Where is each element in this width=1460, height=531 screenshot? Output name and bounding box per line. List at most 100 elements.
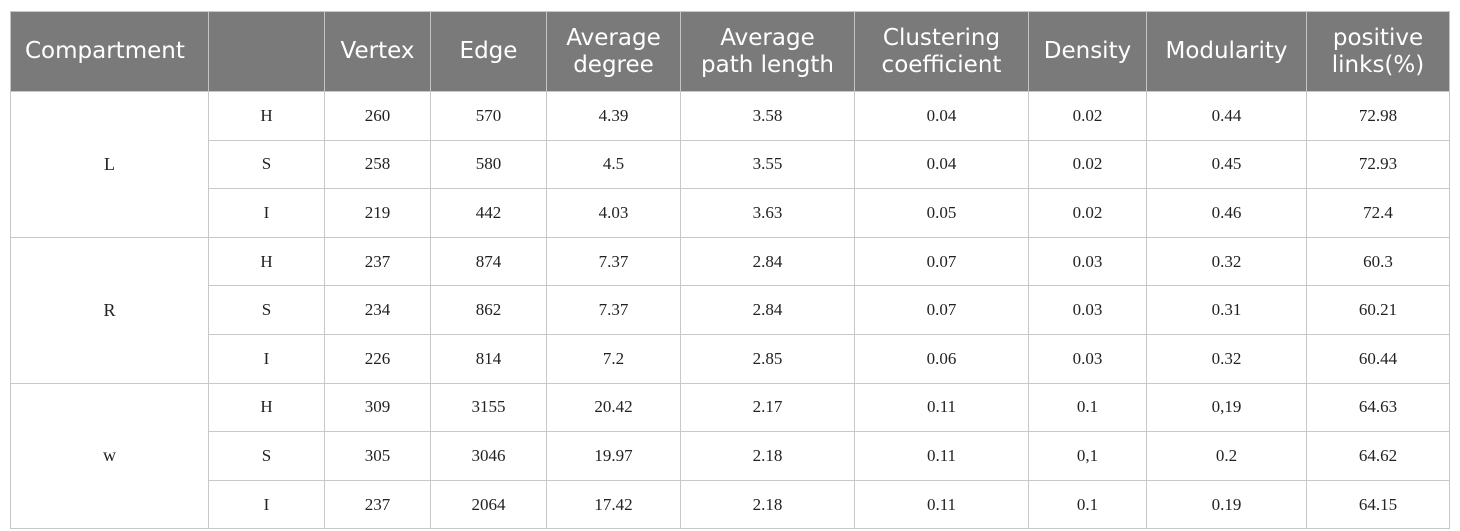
value-cell: 219: [324, 188, 431, 238]
value-cell: 258: [324, 139, 431, 190]
header-condition: [208, 11, 325, 92]
value-cell: 0.06: [854, 333, 1029, 384]
table-row: I 237 2064 17.42 2.18 0.11 0.1 0.19 64.15: [11, 479, 1450, 530]
table-row: I 219 442 4.03 3.63 0.05 0.02 0.46 72.4: [11, 188, 1450, 238]
value-cell: 0.1: [1028, 382, 1147, 433]
condition-cell: I: [208, 479, 325, 530]
value-cell: 0.31: [1146, 285, 1307, 335]
header-vertex: Vertex: [324, 11, 431, 92]
value-cell: 72.98: [1306, 91, 1450, 141]
value-cell: 2.18: [680, 479, 855, 530]
value-cell: 0.32: [1146, 333, 1307, 384]
value-cell: 0,1: [1028, 431, 1147, 481]
value-cell: 4.5: [546, 139, 681, 190]
condition-cell: H: [208, 236, 325, 287]
value-cell: 3046: [430, 431, 547, 481]
header-row: Compartment Vertex Edge Average degree Av…: [10, 11, 1450, 92]
value-cell: 7.2: [546, 333, 681, 384]
value-cell: 0.44: [1146, 91, 1307, 141]
value-cell: 0.19: [1146, 479, 1307, 530]
value-cell: 3.63: [680, 188, 855, 238]
table-row: S 258 580 4.5 3.55 0.04 0.02 0.45 72.93: [11, 139, 1450, 190]
value-cell: 305: [324, 431, 431, 481]
value-cell: 0.04: [854, 139, 1029, 190]
value-cell: 226: [324, 333, 431, 384]
value-cell: 0.02: [1028, 91, 1147, 141]
condition-cell: H: [208, 91, 325, 141]
condition-cell: I: [208, 333, 325, 384]
value-cell: 3.58: [680, 91, 855, 141]
value-cell: 0.02: [1028, 188, 1147, 238]
value-cell: 0,19: [1146, 382, 1307, 433]
value-cell: 0.45: [1146, 139, 1307, 190]
network-properties-table-wrapper: Compartment Vertex Edge Average degree Av…: [10, 11, 1450, 530]
value-cell: 64.63: [1306, 382, 1450, 433]
table-header: Compartment Vertex Edge Average degree Av…: [10, 11, 1450, 92]
value-cell: 4.39: [546, 91, 681, 141]
table-row: I 226 814 7.2 2.85 0.06 0.03 0.32 60.44: [11, 333, 1450, 384]
header-compartment: Compartment: [10, 11, 209, 92]
compartment-cell: L: [10, 91, 209, 238]
compartment-cell: R: [10, 236, 209, 384]
value-cell: 7.37: [546, 236, 681, 287]
value-cell: 17.42: [546, 479, 681, 530]
value-cell: 814: [430, 333, 547, 384]
value-cell: 0.03: [1028, 285, 1147, 335]
table-body: L H 260 570 4.39 3.58 0.04 0.02 0.44 72.98 S 258 580…: [10, 91, 1450, 530]
value-cell: 0.07: [854, 236, 1029, 287]
value-cell: 19.97: [546, 431, 681, 481]
value-cell: 64.62: [1306, 431, 1450, 481]
header-edge: Edge: [430, 11, 547, 92]
table-row: S 305 3046 19.97 2.18 0.11 0,1 0.2 64.62: [11, 431, 1450, 481]
value-cell: 2.18: [680, 431, 855, 481]
value-cell: 0.02: [1028, 139, 1147, 190]
value-cell: 20.42: [546, 382, 681, 433]
value-cell: 0.2: [1146, 431, 1307, 481]
value-cell: 0.03: [1028, 236, 1147, 287]
condition-cell: H: [208, 382, 325, 433]
value-cell: 2.85: [680, 333, 855, 384]
table-row: R H 237 874 7.37 2.84 0.07 0.03 0.32 60.3: [10, 236, 1450, 384]
value-cell: 862: [430, 285, 547, 335]
value-cell: 64.15: [1306, 479, 1450, 530]
value-cell: 234: [324, 285, 431, 335]
value-cell: 2.84: [680, 285, 855, 335]
network-properties-table: Compartment Vertex Edge Average degree Av…: [10, 11, 1450, 530]
condition-cell: S: [208, 139, 325, 190]
table-row: w H 309 3155 20.42 2.17 0.11 0.1 0,19 64.63: [10, 382, 1450, 530]
value-cell: 3155: [430, 382, 547, 433]
table-row: L H 260 570 4.39 3.58 0.04 0.02 0.44 72.98: [10, 91, 1450, 238]
value-cell: 442: [430, 188, 547, 238]
value-cell: 3.55: [680, 139, 855, 190]
value-cell: 72.93: [1306, 139, 1450, 190]
value-cell: 60.3: [1306, 236, 1450, 287]
value-cell: 237: [324, 236, 431, 287]
value-cell: 0.32: [1146, 236, 1307, 287]
value-cell: 7.37: [546, 285, 681, 335]
header-positive-links: positive links(%): [1306, 11, 1450, 92]
value-cell: 60.44: [1306, 333, 1450, 384]
value-cell: 0.04: [854, 91, 1029, 141]
value-cell: 570: [430, 91, 547, 141]
value-cell: 0.07: [854, 285, 1029, 335]
value-cell: 4.03: [546, 188, 681, 238]
header-average-path-length: Average path length: [680, 11, 855, 92]
header-clustering-coefficient: Clustering coefficient: [854, 11, 1029, 92]
value-cell: 0.11: [854, 382, 1029, 433]
condition-cell: S: [208, 431, 325, 481]
value-cell: 0.05: [854, 188, 1029, 238]
value-cell: 0.11: [854, 479, 1029, 530]
value-cell: 0.1: [1028, 479, 1147, 530]
header-density: Density: [1028, 11, 1147, 92]
value-cell: 2.17: [680, 382, 855, 433]
table-row: S 234 862 7.37 2.84 0.07 0.03 0.31 60.21: [11, 285, 1450, 335]
header-average-degree: Average degree: [546, 11, 681, 92]
condition-cell: S: [208, 285, 325, 335]
value-cell: 2064: [430, 479, 547, 530]
value-cell: 0.03: [1028, 333, 1147, 384]
value-cell: 60.21: [1306, 285, 1450, 335]
compartment-cell: w: [10, 382, 209, 530]
value-cell: 72.4: [1306, 188, 1450, 238]
value-cell: 874: [430, 236, 547, 287]
header-modularity: Modularity: [1146, 11, 1307, 92]
